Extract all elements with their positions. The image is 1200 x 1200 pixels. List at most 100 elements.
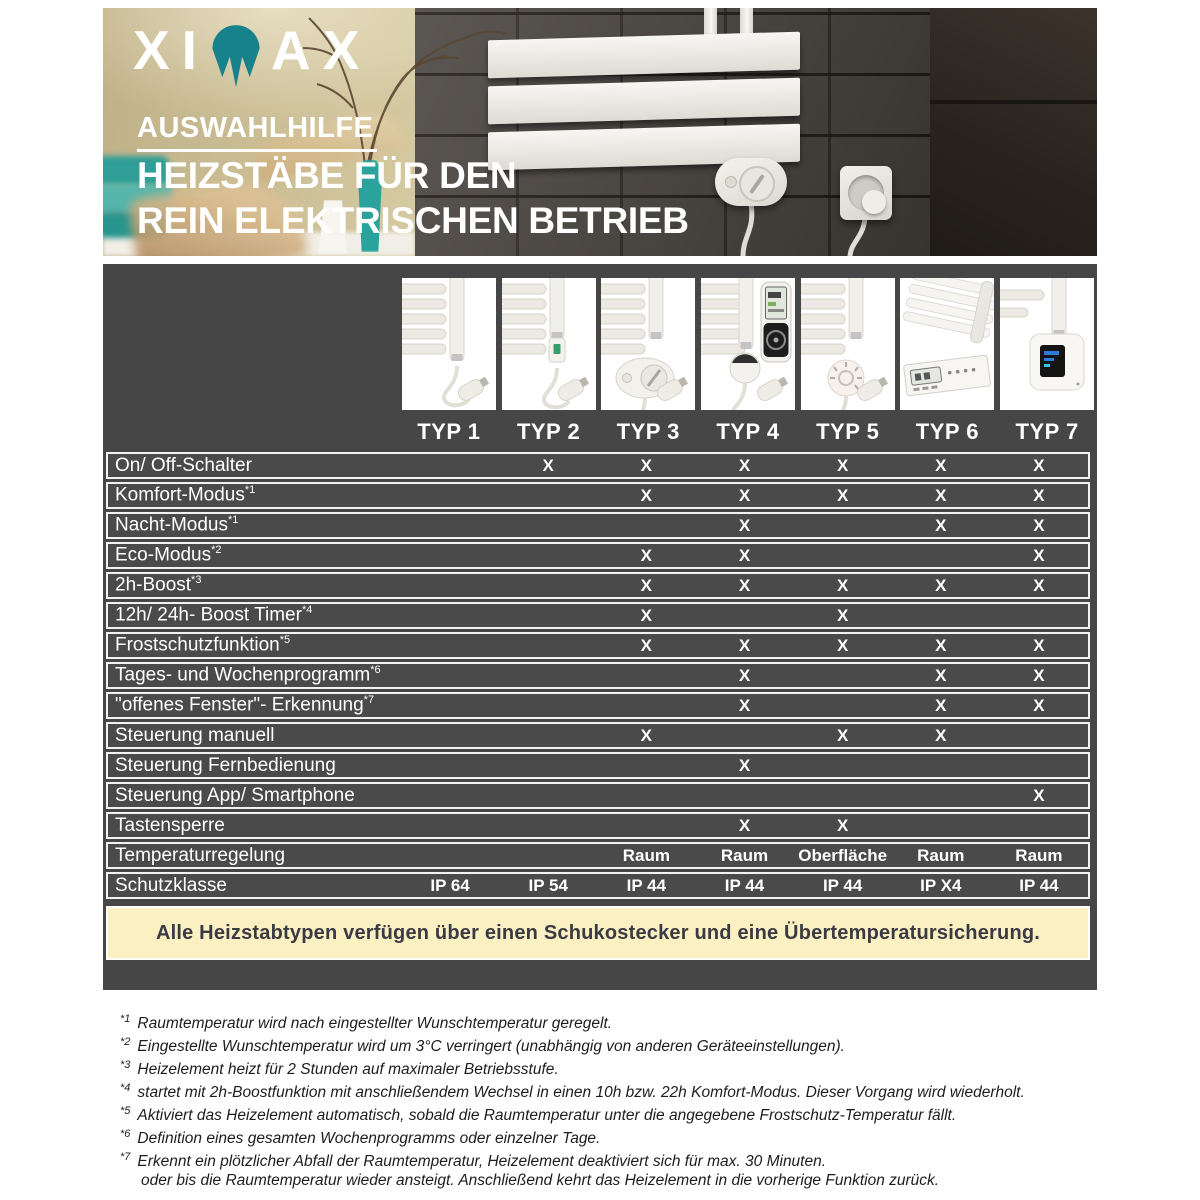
feature-cell: X <box>1033 785 1045 805</box>
footnote-mark: *5 <box>120 1105 131 1117</box>
product-image-box <box>700 278 795 410</box>
product-column-3: TYP 3 <box>598 278 698 445</box>
feature-cell: X <box>836 485 849 505</box>
hero-wall-socket <box>840 166 892 220</box>
rod-thermostat-dial-icon <box>800 278 888 410</box>
footnote-text: Heizelement heizt für 2 Stunden auf maxi… <box>137 1061 559 1079</box>
feature-cell: X <box>1033 635 1045 655</box>
feature-cell: Raum <box>1015 845 1063 865</box>
footnote-line: oder bis die Raumtemperatur wieder anste… <box>120 1169 1120 1192</box>
footnote-text: Aktiviert das Heizelement automatisch, s… <box>137 1107 957 1125</box>
type-label: TYP 5 <box>816 419 880 444</box>
footnote-mark: *4 <box>120 1082 131 1094</box>
footnote-text: Eingestellte Wunschtemperatur wird um 3°… <box>137 1038 845 1056</box>
footnote-text: Erkennt ein plötzlicher Abfall der Raumt… <box>137 1153 827 1171</box>
footnote-line: *2 Eingestellte Wunschtemperatur wird um … <box>120 1031 1120 1056</box>
footnote-mark: *7 <box>120 1151 131 1163</box>
feature-footnote-ref: *1 <box>228 514 239 527</box>
feature-cell: X <box>640 485 653 505</box>
feature-label-text: Eco-Modus <box>115 544 212 566</box>
footnotes: *1 Raumtemperatur wird nach eingestellter… <box>120 1008 1120 1192</box>
feature-label: Frostschutzfunktion*5 <box>108 634 401 656</box>
feature-cell: X <box>836 605 849 625</box>
feature-cell: IP 44 <box>822 875 863 895</box>
feature-label-text: Frostschutzfunktion <box>115 634 280 656</box>
feature-cell: Raum <box>720 845 769 865</box>
feature-label: On/ Off-Schalter <box>108 455 401 477</box>
feature-label-text: Nacht-Modus <box>115 514 228 536</box>
feature-cell: X <box>1033 695 1045 715</box>
feature-rows: On/ Off-Schalter X X X X X X Komfort-Modus*1 X X X… <box>106 452 1090 902</box>
product-column-1: TYP 1 <box>399 278 499 445</box>
rod-dial-control-icon <box>601 278 689 410</box>
socket-recess <box>848 175 886 214</box>
feature-cell: X <box>640 605 653 625</box>
feature-label: Schutzklasse <box>108 875 401 897</box>
product-image-box <box>401 278 496 410</box>
feature-cell: X <box>738 815 751 835</box>
type-label: TYP 1 <box>417 419 481 444</box>
footnote-line: *4 startet mit 2h-Boostfunktion mit ansch… <box>120 1077 1120 1102</box>
table-row: 2h-Boost*3 X X X X X <box>106 572 1090 599</box>
hero-towel <box>103 156 169 186</box>
feature-cell: X <box>1033 455 1045 475</box>
table-row: Tages- und Wochenprogramm*6 X X X <box>106 662 1090 689</box>
feature-footnote-ref: *3 <box>191 574 202 587</box>
control-dial-slot <box>749 173 765 195</box>
table-row: 12h/ 24h- Boost Timer*4 X X <box>106 602 1090 629</box>
feature-label: Temperaturregelung <box>108 845 401 867</box>
hero-banner: XI AX AUSWAHLHILFE HEIZSTÄBE FÜR DEN REI… <box>103 8 1097 256</box>
product-column-2: TYP 2 <box>499 278 599 445</box>
product-column-5: TYP 5 <box>798 278 898 445</box>
control-dial <box>739 166 775 202</box>
feature-cell: X <box>1033 515 1045 535</box>
feature-cell: IP 44 <box>626 875 667 895</box>
hero-heating-control <box>715 158 787 206</box>
info-banner-text: Alle Heizstabtypen verfügen über einen S… <box>155 921 1041 944</box>
table-row: Frostschutzfunktion*5 X X X X X <box>106 632 1090 659</box>
product-image-box <box>601 278 696 410</box>
feature-footnote-ref: *6 <box>370 664 381 677</box>
feature-cell: IP 64 <box>430 875 470 895</box>
table-row: Komfort-Modus*1 X X X X X <box>106 482 1090 509</box>
socket-plug <box>862 190 886 214</box>
product-column-6: TYP 6 <box>898 278 998 445</box>
feature-label-text: Komfort-Modus <box>115 484 245 506</box>
feature-label: Eco-Modus*2 <box>108 544 401 566</box>
ximax-m-icon <box>205 17 267 101</box>
feature-cell: X <box>836 815 849 835</box>
footnote-text: oder bis die Raumtemperatur wieder anste… <box>141 1172 940 1189</box>
feature-cell: X <box>836 635 849 655</box>
feature-cell: X <box>640 575 653 595</box>
product-image-box <box>900 278 995 410</box>
feature-footnote-ref: *5 <box>279 634 291 647</box>
ximax-logo: XI AX <box>133 20 371 101</box>
feature-label: Nacht-Modus*1 <box>108 514 401 536</box>
feature-cell: X <box>1033 485 1045 505</box>
product-column-7: TYP 7 <box>997 278 1097 445</box>
footnote-mark: *2 <box>120 1036 131 1048</box>
table-row: Eco-Modus*2 X X X <box>106 542 1090 569</box>
product-column-4: TYP 4 <box>698 278 798 445</box>
hero-radiator <box>488 8 800 182</box>
hero-title-line1: HEIZSTÄBE FÜR DEN <box>137 155 517 196</box>
feature-footnote-ref: *7 <box>363 694 375 707</box>
feature-cell: X <box>935 455 947 475</box>
feature-footnote-ref: *1 <box>244 484 256 497</box>
table-row: "offenes Fenster"- Erkennung*7 X X X <box>106 692 1090 719</box>
logo-text-left: XI <box>133 19 209 81</box>
feature-label-text: Tages- und Wochenprogramm <box>115 664 371 686</box>
feature-cell: X <box>640 455 653 475</box>
table-row: Temperaturregelung Raum Raum Oberfläche Raum… <box>106 842 1090 869</box>
feature-label: Steuerung Fernbedienung <box>108 755 401 777</box>
footnote-line: *5 Aktiviert das Heizelement automatisch,… <box>120 1100 1120 1125</box>
footnote-line: *1 Raumtemperatur wird nach eingestellter… <box>120 1008 1120 1032</box>
feature-label-text: 12h/ 24h- Boost Timer <box>115 604 302 626</box>
feature-cell: X <box>935 515 947 535</box>
product-image-box <box>1000 278 1095 410</box>
footnote-text: startet mit 2h-Boostfunktion mit anschli… <box>137 1084 1025 1102</box>
feature-cell: IP 44 <box>1019 875 1059 895</box>
table-row: Steuerung manuell X X X <box>106 722 1090 749</box>
feature-cell: X <box>836 725 849 745</box>
feature-label-text: 2h-Boost <box>115 574 192 596</box>
